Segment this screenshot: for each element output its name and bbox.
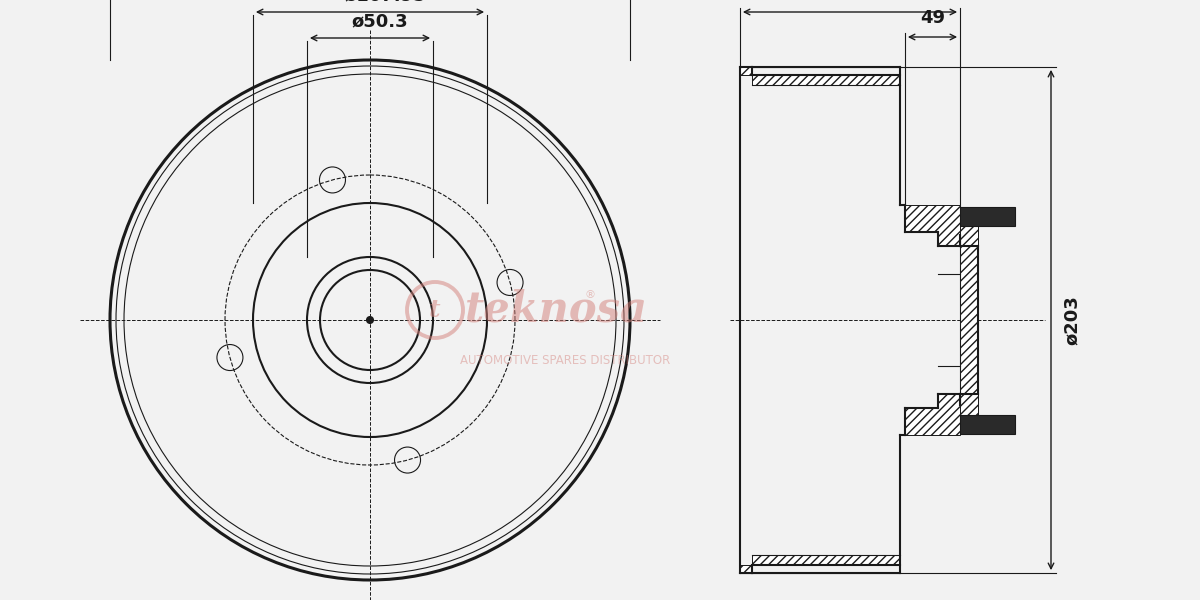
Polygon shape: [740, 565, 752, 573]
Text: ø107.95: ø107.95: [344, 0, 426, 4]
Polygon shape: [960, 225, 978, 415]
Text: ø203: ø203: [1063, 295, 1081, 345]
Text: AUTOMOTIVE SPARES DISTRIBUTOR: AUTOMOTIVE SPARES DISTRIBUTOR: [460, 353, 671, 367]
Text: t: t: [430, 298, 440, 322]
Circle shape: [367, 317, 373, 323]
Polygon shape: [900, 85, 960, 246]
Polygon shape: [960, 394, 978, 433]
Text: teknosa: teknosa: [466, 289, 648, 331]
Polygon shape: [752, 555, 900, 565]
FancyBboxPatch shape: [960, 207, 1015, 226]
Polygon shape: [740, 67, 752, 75]
Text: ®: ®: [584, 290, 595, 300]
FancyBboxPatch shape: [960, 415, 1015, 434]
Text: 80: 80: [838, 0, 863, 2]
Text: ø50.3: ø50.3: [352, 12, 408, 30]
Text: 49: 49: [920, 9, 946, 27]
Polygon shape: [960, 207, 978, 246]
Polygon shape: [900, 394, 960, 555]
Polygon shape: [752, 75, 900, 85]
